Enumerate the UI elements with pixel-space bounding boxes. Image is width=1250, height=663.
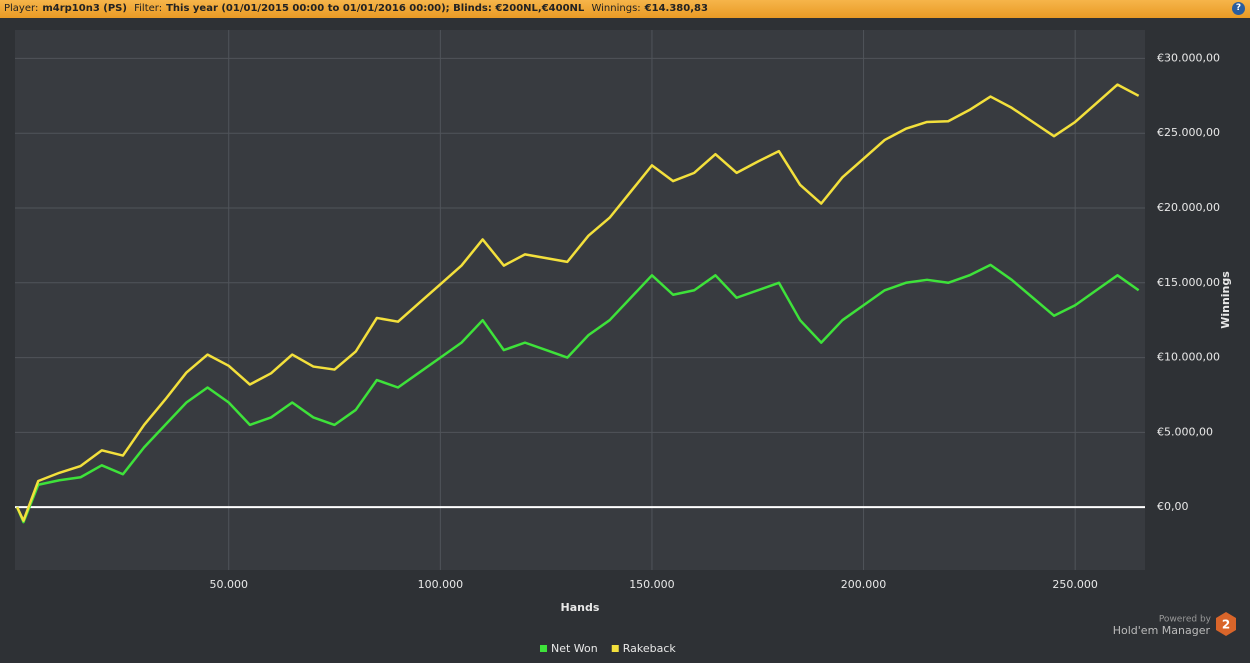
y-tick-label: €0,00 (1157, 500, 1189, 513)
x-tick-label: 100.000 (418, 578, 464, 591)
legend-swatch (540, 645, 547, 652)
y-tick-label: €25.000,00 (1157, 126, 1220, 139)
winnings-label: Winnings: (591, 3, 641, 14)
filter: This year (01/01/2015 00:00 to 01/01/201… (166, 3, 585, 14)
legend-swatch (611, 645, 619, 652)
plot-area (15, 30, 1145, 570)
help-button[interactable]: ? (1232, 2, 1245, 15)
filter-label: Filter: (134, 3, 163, 14)
legend-label: Rakeback (623, 642, 677, 655)
legend-label: Net Won (551, 642, 598, 655)
y-tick-label: €20.000,00 (1157, 201, 1220, 214)
y-tick-label: €5.000,00 (1157, 425, 1213, 438)
powered-by: Powered by (1159, 615, 1212, 625)
y-tick-label: €30.000,00 (1157, 51, 1220, 64)
series-line (15, 263, 1140, 524)
logo-version: 2 (1222, 618, 1230, 632)
y-tick-label: €15.000,00 (1157, 276, 1220, 289)
y-tick-label: €10.000,00 (1157, 351, 1220, 364)
product-name: Hold'em Manager (1113, 624, 1211, 637)
player-label: Player: (4, 3, 39, 14)
x-tick-label: 250.000 (1052, 578, 1098, 591)
x-tick-label: 150.000 (629, 578, 675, 591)
x-tick-label: 50.000 (209, 578, 248, 591)
series-line (15, 83, 1140, 522)
header-bar: Player: m4rp10n3 (PS) Filter: This year (0… (0, 0, 1250, 18)
chart: Hands Winnings Powered by Hold'em Manage… (15, 30, 1236, 655)
y-axis-label: Winnings (1219, 271, 1232, 329)
x-tick-label: 200.000 (841, 578, 887, 591)
logo (1216, 612, 1236, 636)
x-axis-label: Hands (561, 601, 600, 614)
winnings: €14.380,83 (644, 3, 708, 14)
player: m4rp10n3 (PS) (42, 3, 127, 14)
